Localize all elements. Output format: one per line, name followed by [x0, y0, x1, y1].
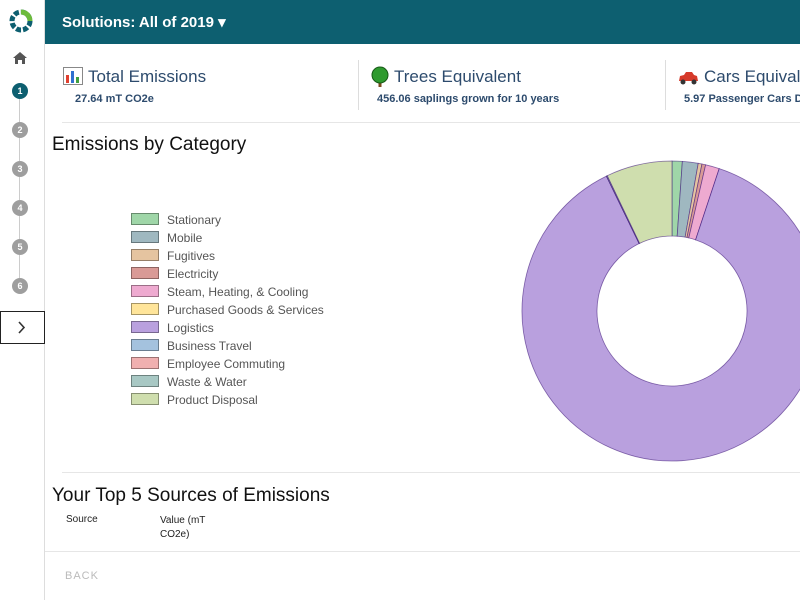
car-icon [677, 70, 699, 86]
legend-item: Product Disposal [131, 393, 258, 407]
divider [665, 60, 666, 110]
legend-label: Mobile [167, 231, 202, 245]
card-subtitle: 27.64 mT CO2e [75, 93, 154, 105]
step-connector [19, 138, 20, 161]
legend-swatch [131, 303, 159, 315]
donut-chart [500, 150, 800, 480]
legend-label: Steam, Heating, & Cooling [167, 285, 308, 299]
back-button[interactable]: BACK [65, 570, 99, 582]
legend-item: Business Travel [131, 339, 252, 353]
step-connector [19, 216, 20, 239]
divider [358, 60, 359, 110]
divider [62, 472, 800, 473]
home-icon[interactable] [12, 51, 28, 65]
sidebar: 1 2 3 4 5 6 [0, 0, 45, 600]
tree-icon [370, 66, 390, 88]
step: 3 [12, 161, 28, 177]
solutions-dropdown[interactable]: Solutions: All of 2019 ▾ [62, 13, 226, 31]
legend-item: Steam, Heating, & Cooling [131, 285, 308, 299]
section-title: Emissions by Category [52, 134, 246, 156]
legend-label: Electricity [167, 267, 218, 281]
legend-swatch [131, 231, 159, 243]
column-header: Source [66, 514, 98, 525]
step: 6 [12, 278, 28, 294]
legend-label: Product Disposal [167, 393, 258, 407]
card-title: Total Emissions [88, 67, 206, 87]
legend-swatch [131, 393, 159, 405]
legend-label: Employee Commuting [167, 357, 285, 371]
logo [9, 9, 33, 33]
chevron-icon [1, 312, 44, 343]
legend-label: Fugitives [167, 249, 215, 263]
step: 4 [12, 200, 28, 216]
legend-swatch [131, 249, 159, 261]
chart-icon [63, 67, 83, 85]
column-header: Value (mT CO2e) [160, 514, 220, 542]
expand-button[interactable] [0, 311, 45, 344]
legend-swatch [131, 321, 159, 333]
legend-swatch [131, 375, 159, 387]
legend-label: Business Travel [167, 339, 252, 353]
legend-label: Purchased Goods & Services [167, 303, 324, 317]
legend-label: Stationary [167, 213, 221, 227]
legend-item: Stationary [131, 213, 221, 227]
legend-item: Electricity [131, 267, 218, 281]
step-connector [19, 255, 20, 278]
card-subtitle: 5.97 Passenger Cars D [684, 93, 800, 105]
legend-swatch [131, 285, 159, 297]
step: 2 [12, 122, 28, 138]
legend-item: Fugitives [131, 249, 215, 263]
legend-label: Logistics [167, 321, 214, 335]
legend-swatch [131, 267, 159, 279]
legend-swatch [131, 339, 159, 351]
step: 1 [12, 83, 28, 99]
legend-item: Employee Commuting [131, 357, 285, 371]
legend-swatch [131, 213, 159, 225]
legend-item: Waste & Water [131, 375, 247, 389]
card-title: Cars Equivale [704, 67, 800, 87]
dropdown-label: Solutions: All of 2019 [62, 14, 214, 31]
card-title: Trees Equivalent [394, 67, 521, 87]
card-subtitle: 456.06 saplings grown for 10 years [377, 93, 559, 105]
legend-swatch [131, 357, 159, 369]
step: 5 [12, 239, 28, 255]
step-connector [19, 177, 20, 200]
divider [62, 122, 800, 123]
step-connector [19, 99, 20, 122]
legend-item: Logistics [131, 321, 214, 335]
legend-label: Waste & Water [167, 375, 247, 389]
divider [45, 551, 800, 552]
section-title: Your Top 5 Sources of Emissions [52, 485, 330, 507]
legend-item: Mobile [131, 231, 202, 245]
legend-item: Purchased Goods & Services [131, 303, 324, 317]
